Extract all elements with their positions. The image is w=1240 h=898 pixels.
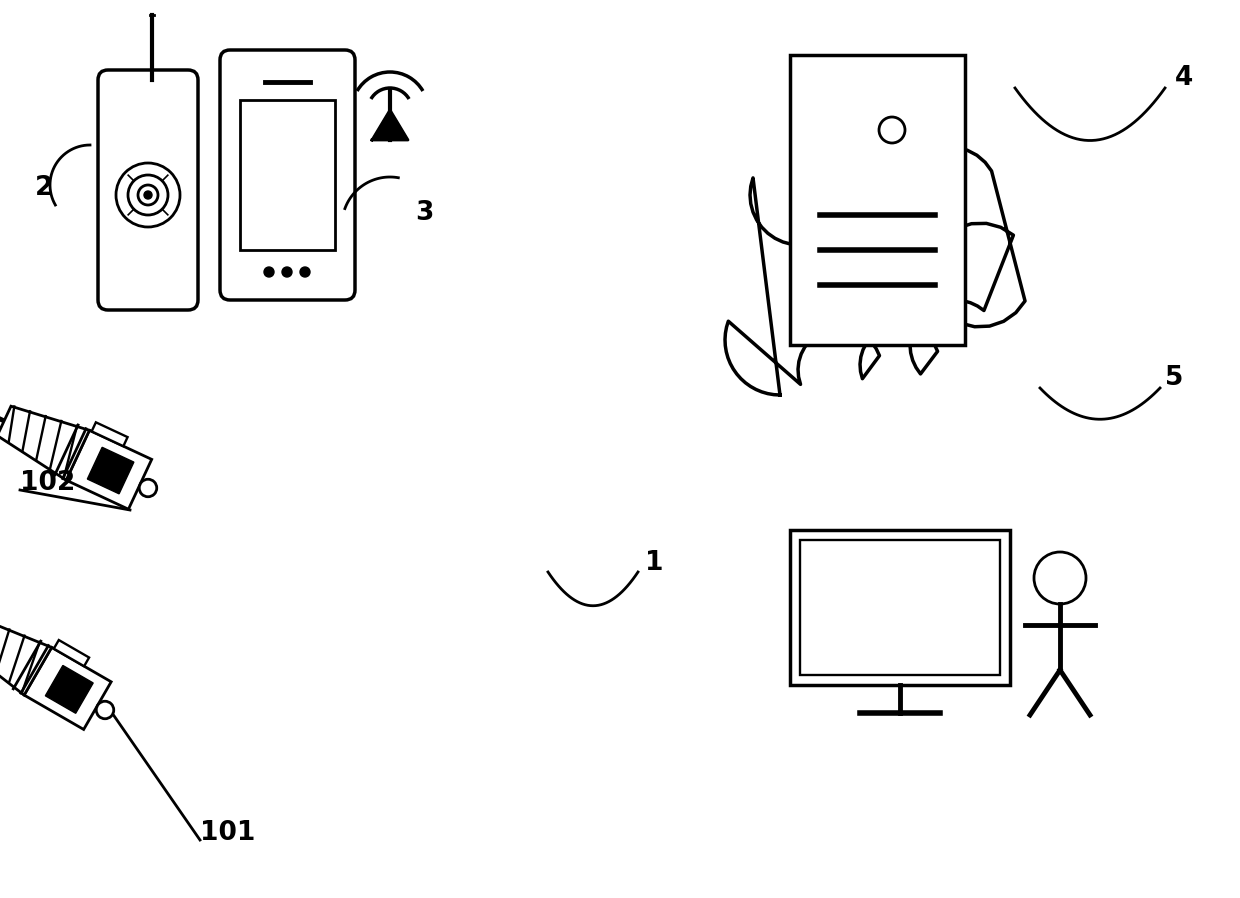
Circle shape	[1034, 552, 1086, 604]
Circle shape	[264, 267, 274, 277]
Bar	[790, 530, 1011, 685]
Polygon shape	[92, 422, 128, 446]
Circle shape	[117, 163, 180, 227]
Polygon shape	[53, 640, 89, 666]
Text: 102: 102	[20, 470, 76, 496]
Text: 1: 1	[645, 550, 663, 576]
Text: 3: 3	[415, 200, 433, 226]
Circle shape	[281, 267, 291, 277]
Polygon shape	[0, 406, 89, 480]
Circle shape	[300, 267, 310, 277]
FancyBboxPatch shape	[241, 100, 335, 250]
Polygon shape	[24, 647, 112, 729]
Polygon shape	[87, 447, 134, 494]
Circle shape	[97, 701, 114, 718]
Circle shape	[138, 185, 157, 205]
FancyBboxPatch shape	[219, 50, 355, 300]
Circle shape	[144, 191, 153, 199]
Text: 4: 4	[1176, 65, 1193, 91]
Text: 5: 5	[1166, 365, 1183, 391]
Polygon shape	[46, 665, 93, 713]
Polygon shape	[66, 430, 151, 509]
Bar	[790, 55, 965, 345]
Text: 2: 2	[35, 175, 53, 201]
Text: 101: 101	[200, 820, 255, 846]
Circle shape	[879, 117, 905, 143]
Polygon shape	[372, 110, 408, 140]
FancyBboxPatch shape	[98, 70, 198, 310]
Polygon shape	[0, 617, 52, 695]
Bar	[800, 540, 999, 675]
Circle shape	[128, 175, 167, 215]
Circle shape	[139, 480, 156, 497]
